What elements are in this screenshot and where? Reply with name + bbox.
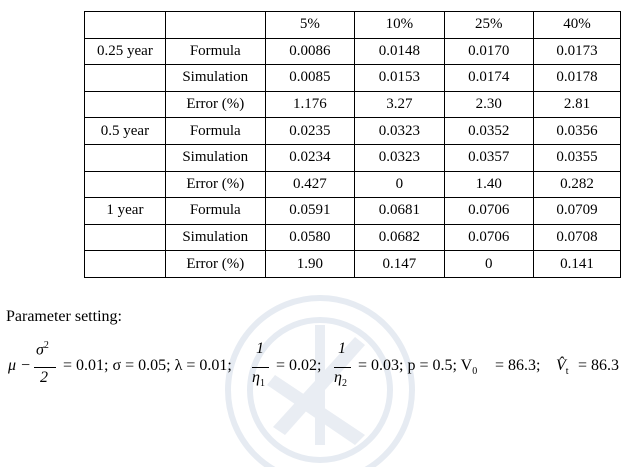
table-row: Simulation 0.0580 0.0682 0.0706 0.0708	[84, 223, 621, 252]
table-row: Error (%) 1.176 3.27 2.30 2.81	[84, 90, 621, 119]
table-cell: Formula	[164, 37, 266, 66]
table-cell: 10%	[354, 11, 445, 39]
table-cell: 0.0174	[443, 64, 534, 92]
denominator-two: 2	[40, 369, 48, 386]
table-cell: 0.0709	[532, 197, 621, 225]
table-cell: 0.0086	[264, 37, 356, 66]
table-cell	[84, 250, 166, 278]
table-cell: 0.0357	[443, 143, 534, 172]
table-cell	[84, 223, 166, 252]
results-table: 5% 10% 25% 40% 0.25 year Formula 0.0086 0.0148 0…	[84, 11, 621, 278]
table-row: 1 year Formula 0.0591 0.0681 0.0706 0.0709	[84, 197, 621, 225]
table-cell: Formula	[164, 197, 266, 225]
eta2: η2	[334, 369, 347, 390]
table-cell: 0.0178	[532, 64, 621, 92]
table-cell: 0.147	[354, 250, 445, 278]
table-cell: Simulation	[164, 143, 266, 172]
table-cell: 0.0173	[532, 37, 621, 66]
table-cell	[84, 90, 166, 119]
table-cell: 0.0085	[264, 64, 356, 92]
table-cell: 2.30	[443, 90, 534, 119]
params-part-3: = 0.03; p = 0.5; V0	[358, 357, 478, 378]
table-cell: 0.5 year	[84, 117, 166, 145]
table-cell: 1 year	[84, 197, 166, 225]
table-cell: 25%	[443, 11, 534, 39]
table-cell: 0.282	[532, 170, 621, 199]
table-cell: Simulation	[164, 223, 266, 252]
table-row: Simulation 0.0085 0.0153 0.0174 0.0178	[84, 64, 621, 92]
vt-value: = 86.3 .	[578, 357, 621, 374]
table-cell: Error (%)	[164, 250, 266, 278]
table-cell	[84, 143, 166, 172]
university-seal-watermark	[225, 295, 415, 467]
v0-value: = 86.3;	[495, 357, 541, 374]
table-row: Simulation 0.0234 0.0323 0.0357 0.0355	[84, 143, 621, 172]
table-cell: 0.0706	[443, 197, 534, 225]
table-cell: Formula	[164, 117, 266, 145]
table-cell: 0.0356	[532, 117, 621, 145]
table-cell: 0	[354, 170, 445, 199]
table-cell	[164, 11, 266, 39]
table-cell: Error (%)	[164, 170, 266, 199]
table-cell: 2.81	[532, 90, 621, 119]
one-over-eta2-num: 1	[338, 340, 346, 357]
table-cell: 0.0235	[264, 117, 356, 145]
table-cell: 0.141	[532, 250, 621, 278]
table-cell: 0.25 year	[84, 37, 166, 66]
table-cell: 0.0323	[354, 117, 445, 145]
table-cell: 0.0580	[264, 223, 356, 252]
table-cell: Simulation	[164, 64, 266, 92]
parameter-setting-title: Parameter setting:	[6, 308, 122, 325]
table-cell: 0.427	[264, 170, 356, 199]
table-cell: 5%	[264, 11, 356, 39]
params-part-2: = 0.02;	[276, 357, 322, 374]
table-cell: 0.0708	[532, 223, 621, 252]
table-cell: 0.0591	[264, 197, 356, 225]
table-cell: 1.176	[264, 90, 356, 119]
table-row: 0.25 year Formula 0.0086 0.0148 0.0170 0.0173	[84, 37, 621, 66]
table-cell: 0.0355	[532, 143, 621, 172]
table-cell: 0	[443, 250, 534, 278]
table-cell	[84, 170, 166, 199]
table-cell: 0.0148	[354, 37, 445, 66]
sigma-squared: σ2	[36, 340, 49, 359]
eta1: η1	[252, 369, 265, 390]
vt-hat: V̂t	[556, 357, 569, 378]
table-row: Error (%) 0.427 0 1.40 0.282	[84, 170, 621, 199]
table-row: Error (%) 1.90 0.147 0 0.141	[84, 250, 621, 278]
table-cell: 0.0681	[354, 197, 445, 225]
table-cell: 0.0153	[354, 64, 445, 92]
table-cell: 0.0323	[354, 143, 445, 172]
table-cell: 0.0234	[264, 143, 356, 172]
table-row: 0.5 year Formula 0.0235 0.0323 0.0352 0.0356	[84, 117, 621, 145]
table-cell: 3.27	[354, 90, 445, 119]
mu-minus: μ −	[8, 357, 31, 374]
params-part-1: = 0.01; σ = 0.05; λ = 0.01;	[63, 357, 232, 374]
table-cell: 0.0352	[443, 117, 534, 145]
one-over-eta1-num: 1	[256, 340, 264, 357]
table-cell	[84, 11, 166, 39]
table-cell: 0.0170	[443, 37, 534, 66]
table-cell: 1.90	[264, 250, 356, 278]
table-row: 5% 10% 25% 40%	[84, 11, 621, 39]
table-cell: 1.40	[443, 170, 534, 199]
table-cell: Error (%)	[164, 90, 266, 119]
table-cell	[84, 64, 166, 92]
table-cell: 0.0682	[354, 223, 445, 252]
parameter-formula: μ − σ2 2 = 0.01; σ = 0.05; λ = 0.01; 1 η…	[8, 340, 621, 395]
table-cell: 40%	[532, 11, 621, 39]
table-cell: 0.0706	[443, 223, 534, 252]
